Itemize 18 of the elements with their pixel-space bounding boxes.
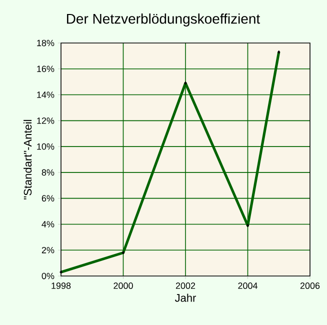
x-tick-label: 2000 bbox=[114, 282, 133, 289]
x-tick-label: 2004 bbox=[238, 282, 258, 289]
y-tick-label: 16% bbox=[37, 66, 54, 72]
y-tick-label: 14% bbox=[37, 92, 54, 98]
y-tick-label: 18% bbox=[37, 40, 54, 46]
y-tick-label: 2% bbox=[42, 246, 54, 254]
y-axis-title: "Standart"-Anteil bbox=[24, 120, 32, 200]
y-tick-label: 0% bbox=[42, 272, 54, 280]
chart-title: Der Netzverblödungskoeffizient bbox=[67, 13, 260, 27]
y-tick-label: 12% bbox=[37, 118, 54, 124]
x-axis-title: Jahr bbox=[174, 294, 196, 302]
x-tick-label: 1998 bbox=[52, 282, 71, 289]
y-tick-label: 4% bbox=[42, 221, 54, 228]
y-tick-label: 6% bbox=[42, 195, 54, 202]
y-tick-label: 8% bbox=[42, 169, 54, 176]
y-tick-label: 10% bbox=[37, 143, 54, 150]
x-tick-label: 2006 bbox=[300, 282, 320, 289]
x-tick-label: 2002 bbox=[176, 282, 196, 289]
